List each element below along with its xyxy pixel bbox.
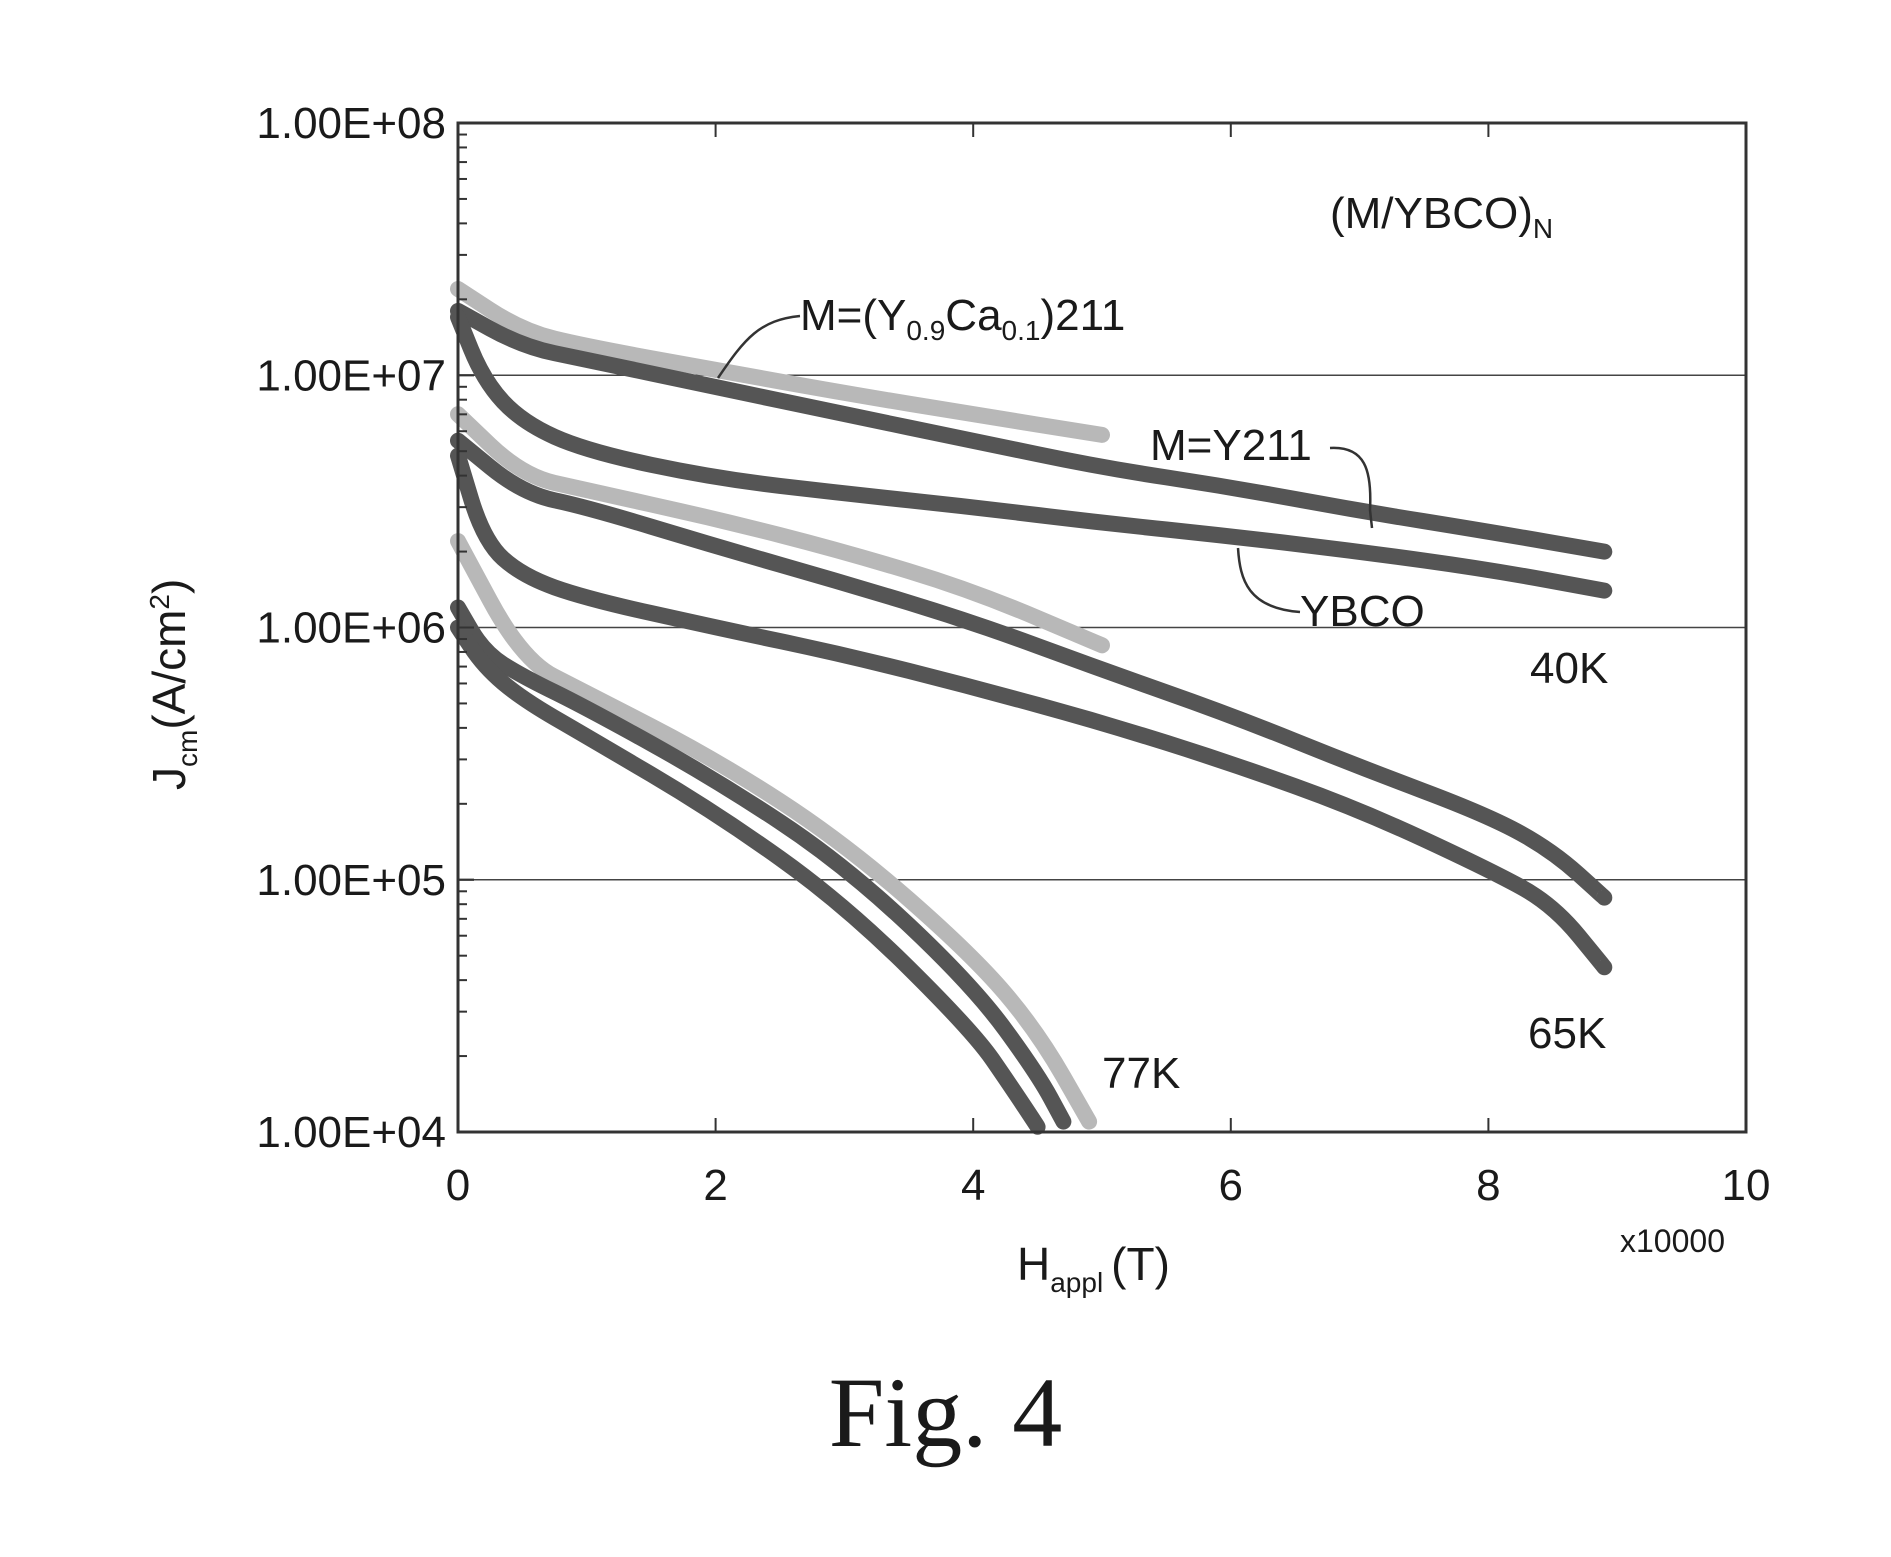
leader-ybco (1238, 548, 1300, 612)
y-tick-label: 1.00E+06 (256, 604, 446, 653)
x-tick-label: 0 (446, 1161, 470, 1210)
label-77k: 77K (1102, 1049, 1180, 1098)
y-tick-label: 1.00E+05 (256, 856, 446, 905)
label-40k: 40K (1530, 644, 1608, 693)
figure-caption: Fig. 4 (0, 1355, 1891, 1470)
label-ca-doped: M=(Y0.9Ca0.1)211 (800, 291, 1125, 346)
x-multiplier: x10000 (1620, 1223, 1725, 1259)
label-65k: 65K (1528, 1009, 1606, 1058)
chart-title: (M/YBCO)N (1330, 189, 1553, 244)
x-tick-label: 6 (1219, 1161, 1243, 1210)
y-tick-label: 1.00E+04 (256, 1108, 446, 1157)
x-tick-label: 4 (961, 1161, 985, 1210)
y-tick-label: 1.00E+08 (256, 99, 446, 148)
y-axis-title: Jcm(A/cm2) (143, 579, 203, 790)
grid-lines (458, 375, 1746, 880)
series-lines (458, 289, 1604, 1127)
label-ybco: YBCO (1300, 587, 1425, 636)
x-tick-label: 10 (1722, 1161, 1771, 1210)
x-tick-label: 2 (703, 1161, 727, 1210)
x-axis-title: Happl(T) (1017, 1238, 1170, 1298)
x-tick-label: 8 (1476, 1161, 1500, 1210)
y-tick-label: 1.00E+07 (256, 351, 446, 400)
label-y211: M=Y211 (1150, 421, 1312, 470)
series-line-77k-dark (458, 628, 1038, 1127)
series-line-40k-light (458, 289, 1102, 435)
